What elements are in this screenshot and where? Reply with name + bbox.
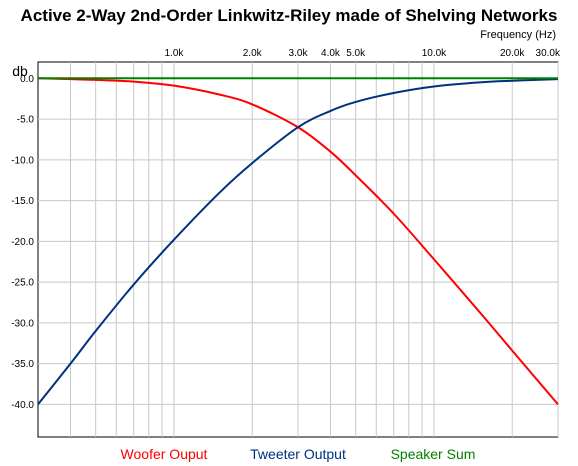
y-tick-label: -20.0	[11, 237, 34, 248]
y-ticks: 0.0 -5.0 -10.0 -15.0 -20.0 -25.0 -30.0 -35.0 -40…	[11, 74, 34, 411]
y-tick-label: -40.0	[11, 400, 34, 411]
x-tick-label: 20.0k	[500, 48, 525, 59]
x-axis-label: Frequency (Hz)	[480, 29, 556, 41]
y-tick-label: -10.0	[11, 155, 34, 166]
x-tick-label: 1.0k	[164, 48, 184, 59]
x-tick-label: 5.0k	[346, 48, 366, 59]
x-tick-label: 3.0k	[289, 48, 309, 59]
legend-entry-woofer-ouput: Woofer Ouput	[121, 446, 208, 462]
series-lines	[37, 77, 559, 406]
x-tick-label: 30.0k	[536, 48, 561, 59]
legend-entry-tweeter-output: Tweeter Output	[250, 446, 346, 462]
y-axis-label: db	[12, 63, 28, 79]
x-tick-label: 10.0k	[422, 48, 447, 59]
y-tick-label: -5.0	[17, 115, 35, 126]
series-line-tweeter-output	[37, 78, 559, 406]
legend: Woofer Ouput Tweeter Output Speaker Sum	[121, 446, 476, 462]
y-tick-label: -30.0	[11, 318, 34, 329]
y-tick-label: -25.0	[11, 278, 34, 289]
x-tick-label: 2.0k	[243, 48, 263, 59]
y-tick-label: -35.0	[11, 359, 34, 370]
x-tick-label: 4.0k	[321, 48, 341, 59]
legend-entry-speaker-sum: Speaker Sum	[391, 446, 476, 462]
chart-title: Active 2-Way 2nd-Order Linkwitz-Riley ma…	[21, 6, 558, 25]
x-ticks: 1.0k 2.0k 3.0k 4.0k 5.0k 10.0k 20.0k 30.0k	[164, 48, 560, 59]
y-tick-label: 0.0	[20, 74, 34, 85]
y-tick-label: -15.0	[11, 196, 34, 207]
